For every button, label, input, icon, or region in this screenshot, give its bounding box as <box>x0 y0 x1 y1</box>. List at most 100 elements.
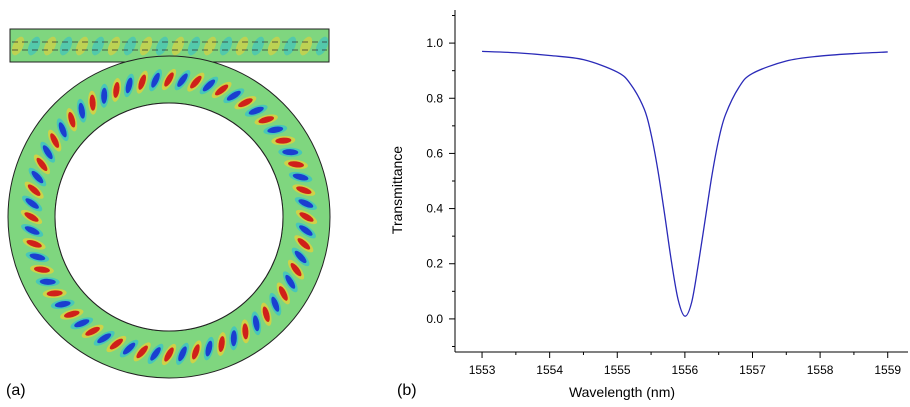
ring-inner-boundary <box>54 102 284 332</box>
bus-field-lobe <box>219 36 233 56</box>
field-lobe <box>298 199 314 208</box>
field-lobe <box>299 212 314 222</box>
field-lobe <box>29 253 46 261</box>
bus-field-lobe <box>283 36 297 56</box>
field-lobe <box>278 286 288 301</box>
field-lobe <box>85 326 100 336</box>
field-lobe <box>26 239 42 248</box>
field-lobe <box>109 338 123 350</box>
field-lobe <box>42 145 53 160</box>
field-lobe <box>252 315 260 332</box>
field-lobe <box>101 87 108 104</box>
panel-b-label: (b) <box>397 382 417 399</box>
field-lobe <box>27 184 41 196</box>
bus-field-lobe <box>107 36 121 56</box>
field-lobe <box>242 323 249 340</box>
field-distribution <box>7 28 331 379</box>
field-lobe <box>230 330 237 347</box>
bus-field-lobe <box>11 36 25 56</box>
y-tick-label: 0.6 <box>426 146 443 160</box>
field-lobe <box>267 126 284 134</box>
field-lobe <box>248 106 264 115</box>
field-lobe <box>138 74 147 90</box>
x-tick-label: 1557 <box>739 363 766 377</box>
y-tick-label: 0.8 <box>426 91 443 105</box>
bus-field-lobe <box>171 36 185 56</box>
bus-field-lobe <box>123 36 137 56</box>
bus-field-lobe <box>27 36 41 56</box>
ring-resonator-field-plot: (a) <box>6 28 331 399</box>
field-lobe <box>288 161 304 168</box>
x-tick-label: 1553 <box>469 363 496 377</box>
transmittance-chart: 1553 1554 1555 1556 1557 1558 1559 0.0 0.2 0.4 0.6… <box>389 10 908 400</box>
field-lobe <box>24 212 39 222</box>
bus-field-lobe <box>43 36 57 56</box>
field-lobe <box>296 186 312 195</box>
bus-field-lobe <box>299 36 313 56</box>
bus-field-lobe <box>235 36 249 56</box>
bus-field-lobe <box>315 36 329 56</box>
bus-field-lobe <box>139 36 153 56</box>
field-lobe <box>202 79 216 92</box>
field-lobe <box>226 90 241 101</box>
chart-ticks: 1553 1554 1555 1556 1557 1558 1559 0.0 0.2 0.4 0.6… <box>426 15 901 377</box>
field-lobe <box>36 157 48 171</box>
field-lobe <box>31 170 44 184</box>
field-lobe <box>282 149 299 156</box>
field-lobe <box>64 310 80 318</box>
x-tick-label: 1555 <box>604 363 631 377</box>
bus-field-lobe <box>203 36 217 56</box>
bus-field-lobe <box>187 36 201 56</box>
field-lobe <box>297 238 311 250</box>
field-lobe <box>125 77 133 94</box>
bus-field-lobe <box>91 36 105 56</box>
field-lobe <box>78 102 86 119</box>
field-lobe <box>215 84 229 96</box>
field-lobe <box>164 72 174 87</box>
field-lobe <box>34 266 50 273</box>
x-axis-title: Wavelength (nm) <box>569 384 675 400</box>
field-lobe <box>258 116 274 124</box>
bus-field-lobe <box>267 36 281 56</box>
field-lobe <box>122 342 136 355</box>
field-lobe <box>191 344 200 360</box>
field-lobe <box>238 98 253 108</box>
y-tick-label: 0.2 <box>426 257 443 271</box>
field-lobe <box>190 75 202 89</box>
x-tick-label: 1558 <box>807 363 834 377</box>
field-lobe <box>285 274 296 289</box>
x-tick-label: 1554 <box>536 363 563 377</box>
y-tick-label: 1.0 <box>426 36 443 50</box>
field-lobe <box>292 173 309 181</box>
field-lobe <box>178 346 187 362</box>
chart-axes <box>454 10 908 353</box>
field-lobe <box>25 198 39 209</box>
bus-field-lobe <box>75 36 89 56</box>
bus-field-lobe <box>59 36 73 56</box>
field-lobe <box>275 137 292 144</box>
field-lobe <box>177 73 188 87</box>
field-lobe <box>54 300 71 308</box>
bus-field-lobe <box>155 36 169 56</box>
field-lobe <box>113 82 120 98</box>
field-lobe <box>271 296 280 312</box>
y-tick-label: 0.0 <box>426 312 443 326</box>
y-axis-title: Transmittance <box>389 146 405 234</box>
panel-a-label: (a) <box>6 382 26 399</box>
field-lobe <box>136 345 148 359</box>
field-lobe <box>164 347 174 362</box>
field-lobe <box>218 336 225 352</box>
field-lobe <box>262 306 270 322</box>
field-lobe <box>294 250 307 264</box>
y-tick-label: 0.4 <box>426 202 443 216</box>
field-lobe <box>299 225 313 236</box>
field-lobe <box>151 72 160 88</box>
field-lobe <box>58 122 67 138</box>
field-lobe <box>24 226 40 235</box>
x-tick-label: 1556 <box>672 363 699 377</box>
field-lobe <box>89 94 96 111</box>
field-lobe <box>74 319 90 328</box>
bus-field-lobe <box>251 36 265 56</box>
transmittance-series-line <box>482 50 888 317</box>
field-lobe <box>68 112 76 128</box>
